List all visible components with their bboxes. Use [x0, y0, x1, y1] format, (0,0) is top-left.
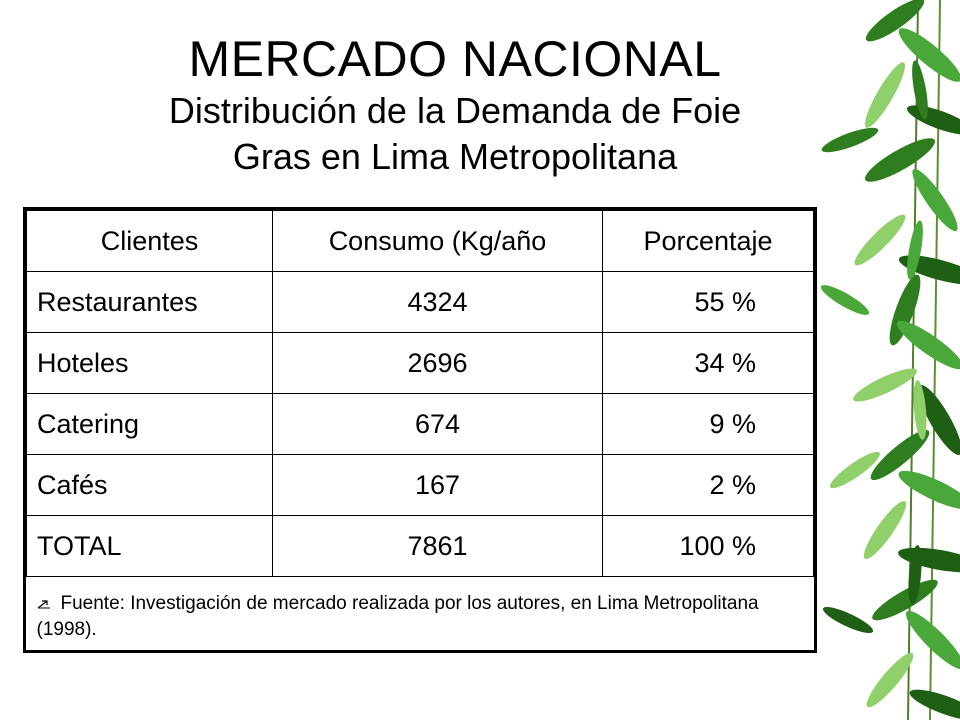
cell-percentage: 55 % [602, 271, 814, 333]
cell-client: Restaurantes [26, 271, 273, 333]
slide-subtitle-line-2: Gras en Lima Metropolitana [232, 136, 678, 177]
cell-consumption: 2696 [272, 332, 603, 394]
cell-consumption: 674 [272, 393, 603, 455]
cell-client: Cafés [26, 454, 273, 516]
bamboo-leaf [820, 285, 870, 315]
bamboo-leaf [872, 579, 938, 621]
slide-subtitle-line-1: Distribución de la Demanda de Foie [168, 90, 742, 131]
percentage-value: 34 % [694, 347, 756, 378]
bamboo-leaf [913, 380, 927, 440]
bamboo-leaf [906, 105, 960, 135]
bamboo-leaf [822, 606, 874, 634]
bamboo-leaf [905, 610, 960, 670]
cell-percentage: 2 % [602, 454, 814, 516]
percentage-value: 2 % [709, 469, 756, 500]
cell-client: Catering [26, 393, 273, 455]
bamboo-leaf [853, 368, 917, 402]
table-row: Catering 674 9 % [26, 393, 814, 455]
bamboo-leaf [898, 255, 960, 285]
bamboo-leaf [889, 274, 921, 346]
bamboo-leaf [912, 60, 928, 120]
bamboo-leaf [870, 429, 930, 481]
header-consumo: Consumo (Kg/año [272, 210, 603, 272]
bamboo-leaf [865, 0, 925, 42]
header-porcentaje: Porcentaje [602, 210, 814, 272]
small-arrow-icon [37, 600, 50, 609]
bamboo-leaves-decoration [820, 0, 960, 720]
table-source-row: Fuente: Investigación de mercado realiza… [26, 576, 814, 657]
demand-table: Clientes Consumo (Kg/año Porcentaje Rest… [23, 207, 817, 657]
cell-percentage: 9 % [602, 393, 814, 455]
bamboo-leaf [821, 127, 879, 153]
bamboo-leaf [865, 62, 905, 128]
bamboo-leaf [909, 689, 960, 720]
source-note: Fuente: Investigación de mercado realiza… [36, 592, 759, 640]
table-row: Hoteles 2696 34 % [26, 332, 814, 394]
header-clientes: Clientes [26, 210, 273, 272]
cell-client: Hoteles [26, 332, 273, 394]
cell-percentage: 100 % [602, 515, 814, 577]
bamboo-leaf [898, 547, 960, 573]
cell-client: TOTAL [26, 515, 273, 577]
table-header-row: Clientes Consumo (Kg/año Porcentaje [26, 210, 814, 272]
bamboo-leaf [918, 385, 960, 455]
cell-percentage: 34 % [602, 332, 814, 394]
bamboo-leaf [866, 652, 914, 708]
bamboo-leaf [912, 168, 958, 232]
cell-consumption: 7861 [272, 515, 603, 577]
cell-consumption: 4324 [272, 271, 603, 333]
percentage-value: 100 % [679, 530, 756, 561]
bamboo-leaf [898, 28, 960, 82]
bamboo-leaf [863, 500, 907, 560]
bamboo-leaf [854, 214, 906, 266]
source-note-cell: Fuente: Investigación de mercado realiza… [26, 576, 814, 657]
slide-title-block: MERCADO NACIONAL Distribución de la Dema… [20, 30, 890, 180]
table-row: Restaurantes 4324 55 % [26, 271, 814, 333]
percentage-value: 9 % [709, 408, 756, 439]
bamboo-leaf [907, 220, 923, 280]
cell-consumption: 167 [272, 454, 603, 516]
bamboo-leaf [896, 320, 960, 370]
bamboo-leaf [898, 470, 960, 510]
bamboo-leaf [830, 451, 880, 489]
slide-title: MERCADO NACIONAL [188, 31, 722, 87]
table-row-total: TOTAL 7861 100 % [26, 515, 814, 577]
bamboo-leaf [865, 138, 935, 182]
table-row: Cafés 167 2 % [26, 454, 814, 516]
percentage-value: 55 % [694, 286, 756, 317]
bamboo-leaf [908, 545, 922, 605]
